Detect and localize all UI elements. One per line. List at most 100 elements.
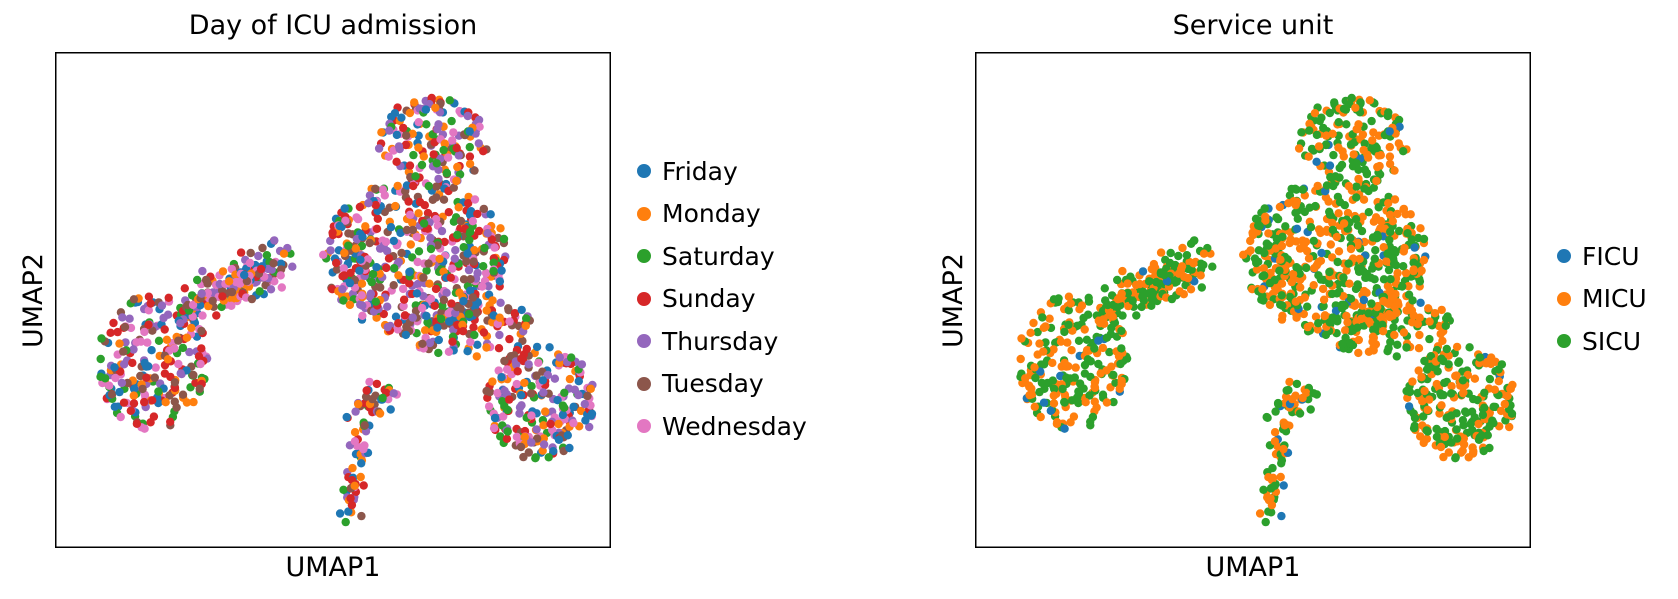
scatter-point <box>1060 397 1069 407</box>
scatter-point <box>236 248 246 257</box>
scatter-point <box>560 403 569 412</box>
scatter-point <box>193 275 202 285</box>
scatter-point <box>1465 343 1474 352</box>
scatter-point <box>1123 288 1132 298</box>
scatter-point <box>178 343 188 353</box>
scatter-point <box>143 338 152 347</box>
scatter-point <box>1339 292 1348 301</box>
scatter-point <box>1276 255 1285 264</box>
scatter-point <box>391 312 401 321</box>
scatter-point <box>401 330 411 340</box>
scatter-point <box>1264 507 1273 516</box>
scatter-point <box>1419 412 1428 421</box>
scatter-point <box>1383 249 1392 258</box>
scatter-point <box>1437 401 1446 410</box>
scatter-point <box>1277 279 1287 288</box>
scatter-point <box>340 204 349 213</box>
scatter-point <box>279 249 289 258</box>
scatter-point <box>449 183 458 192</box>
scatter-point <box>357 459 366 468</box>
scatter-point <box>440 139 449 148</box>
scatter-point <box>1342 266 1351 275</box>
scatter-point <box>198 311 207 320</box>
scatter-point <box>1440 432 1449 442</box>
scatter-point <box>1473 396 1482 405</box>
scatter-point <box>405 267 414 277</box>
scatter-point <box>1328 313 1337 322</box>
scatter-point <box>174 336 183 345</box>
scatter-point <box>174 359 183 369</box>
scatter-point <box>1408 377 1417 386</box>
scatter-point <box>1337 303 1347 313</box>
scatter-point <box>434 174 443 184</box>
scatter-point <box>1320 311 1330 320</box>
scatter-point <box>1389 257 1398 266</box>
scatter-point <box>429 150 438 159</box>
scatter-point <box>1339 219 1349 228</box>
scatter-point <box>365 238 374 248</box>
scatter-point <box>344 229 353 238</box>
scatter-point <box>1403 229 1412 238</box>
scatter-point <box>101 374 110 383</box>
scatter-point <box>1352 193 1361 202</box>
scatter-point <box>437 314 446 324</box>
scatter-point <box>1246 246 1255 255</box>
scatter-point <box>489 424 499 433</box>
scatter-point <box>217 302 226 312</box>
scatter-point <box>505 395 514 404</box>
scatter-point <box>402 181 412 190</box>
scatter-point <box>555 353 564 362</box>
scatter-point <box>484 282 493 291</box>
scatter-point <box>350 481 359 490</box>
scatter-point <box>517 401 526 410</box>
legend-item: SICU <box>1557 324 1641 358</box>
scatter-point <box>1321 330 1331 340</box>
scatter-point <box>1368 264 1377 273</box>
scatter-point <box>1266 494 1275 503</box>
scatter-point <box>1423 427 1432 436</box>
scatter-point <box>1264 241 1273 250</box>
scatter-point <box>1096 369 1105 378</box>
scatter-point <box>392 157 401 166</box>
scatter-point <box>539 421 548 430</box>
scatter-point <box>246 248 255 258</box>
scatter-point <box>483 229 492 238</box>
scatter-point <box>1385 159 1395 169</box>
scatter-point <box>1354 348 1363 358</box>
scatter-point <box>372 263 381 272</box>
scatter-point <box>378 393 387 403</box>
legend-marker <box>637 164 651 178</box>
scatter-point <box>1287 277 1296 287</box>
scatter-point <box>463 249 472 258</box>
scatter-point <box>1322 181 1332 190</box>
scatter-point <box>1394 139 1403 148</box>
scatter-point <box>1048 358 1057 368</box>
scatter-point <box>437 226 447 236</box>
scatter-point <box>1374 151 1383 160</box>
scatter-point <box>396 228 405 238</box>
scatter-point <box>1461 407 1470 416</box>
scatter-point <box>1030 363 1039 372</box>
scatter-point <box>389 236 398 246</box>
scatter-point <box>144 292 154 301</box>
scatter-point <box>489 258 498 267</box>
scatter-point <box>187 323 196 333</box>
scatter-point <box>1116 359 1125 369</box>
scatter-point <box>1098 343 1108 353</box>
scatter-point <box>361 222 370 231</box>
scatter-point <box>408 313 417 322</box>
scatter-point <box>408 253 417 262</box>
scatter-point <box>469 257 478 266</box>
scatter-point <box>1417 266 1426 275</box>
scatter-point <box>1384 310 1394 319</box>
scatter-point <box>1505 422 1514 432</box>
scatter-point <box>1100 284 1109 293</box>
scatter-point <box>361 392 371 401</box>
scatter-point <box>488 377 497 386</box>
scatter-point <box>1026 328 1035 337</box>
scatter-point <box>1494 377 1503 386</box>
scatter-point <box>1475 353 1484 362</box>
scatter-point <box>1357 308 1366 317</box>
scatter-point <box>1437 305 1446 315</box>
scatter-point <box>426 244 436 254</box>
